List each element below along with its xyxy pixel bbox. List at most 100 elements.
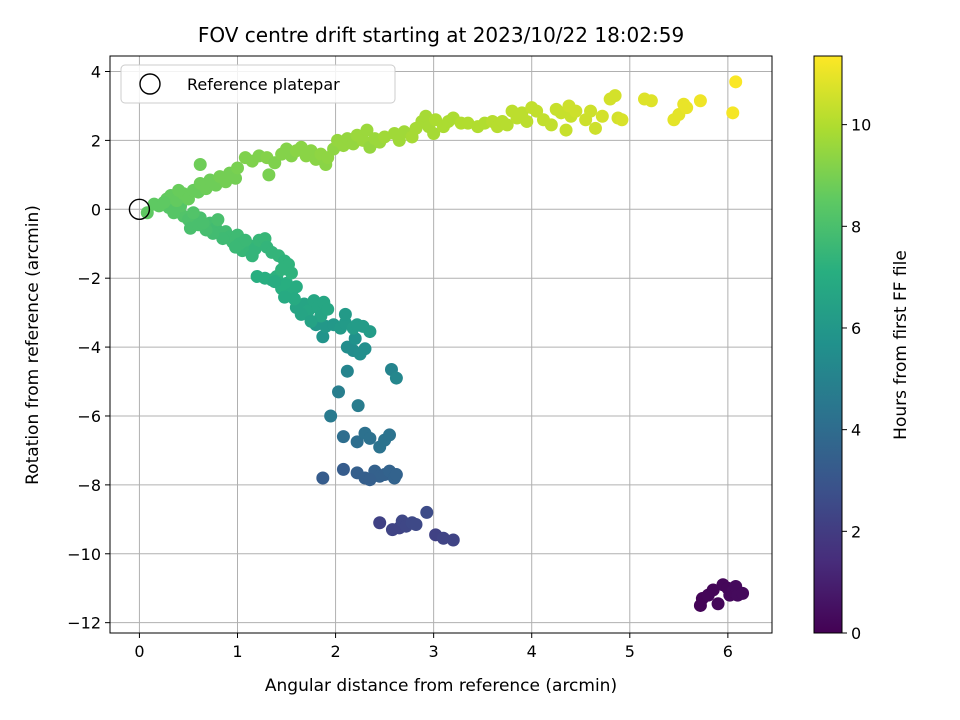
scatter-point <box>363 325 377 339</box>
x-tick-label: 2 <box>330 642 340 661</box>
scatter-point <box>419 109 433 123</box>
scatter-point <box>595 109 609 123</box>
scatter-point <box>193 158 207 172</box>
scatter-point <box>680 101 694 115</box>
x-tick-label: 5 <box>625 642 635 661</box>
y-tick-label: 2 <box>91 131 101 150</box>
scatter-point <box>284 266 298 280</box>
data-points <box>140 75 750 612</box>
scatter-point <box>216 232 230 246</box>
x-tick-label: 3 <box>429 642 439 661</box>
scatter-point <box>278 290 292 304</box>
y-tick-label: −4 <box>77 338 101 357</box>
scatter-point <box>373 516 387 530</box>
scatter-point <box>238 233 252 247</box>
scatter-point <box>350 435 364 449</box>
scatter-point <box>340 364 354 378</box>
reference-point <box>128 198 151 220</box>
scatter-point <box>436 531 450 545</box>
scatter-point <box>389 468 403 482</box>
scatter-point <box>693 94 707 108</box>
colorbar-label: Hours from first FF file <box>891 250 911 440</box>
scatter-point <box>736 586 750 600</box>
scatter-point <box>378 130 392 144</box>
scatter-point <box>211 213 225 227</box>
scatter-point <box>348 331 362 345</box>
scatter-point <box>383 428 397 442</box>
scatter-point <box>294 307 308 321</box>
scatter-point <box>304 314 318 328</box>
scatter-point <box>147 197 161 211</box>
scatter-point <box>351 399 365 413</box>
scatter-point <box>644 94 658 108</box>
scatter-point <box>196 216 210 230</box>
scatter-point <box>229 240 243 254</box>
scatter-point <box>186 206 200 220</box>
x-tick-label: 6 <box>723 642 733 661</box>
scatter-point <box>157 195 171 209</box>
scatter-point <box>230 161 244 175</box>
reference-marker <box>128 198 151 220</box>
scatter-point <box>360 123 374 137</box>
x-tick-label: 1 <box>232 642 242 661</box>
scatter-point <box>336 462 350 476</box>
y-tick-label: −2 <box>77 269 101 288</box>
scatter-point <box>615 113 629 127</box>
y-tick-label: −10 <box>67 545 101 564</box>
x-axis-label: Angular distance from reference (arcmin) <box>265 676 617 696</box>
scatter-point <box>324 409 338 423</box>
scatter-point <box>608 89 622 103</box>
colorbar-tick-label: 10 <box>851 116 871 135</box>
scatter-point <box>562 99 576 113</box>
scatter-point <box>280 276 294 290</box>
colorbar-tick-label: 6 <box>851 319 861 338</box>
legend-box <box>120 64 396 104</box>
scatter-point <box>427 127 441 141</box>
scatter-point <box>409 517 423 531</box>
scatter-point <box>520 114 534 128</box>
scatter-point <box>268 275 282 289</box>
x-tick-label: 0 <box>134 642 144 661</box>
scatter-point <box>420 505 434 519</box>
y-tick-label: −6 <box>77 407 101 426</box>
x-axis-ticks: 0 1 2 3 4 5 6 <box>134 633 733 661</box>
chart-title: FOV centre drift starting at 2023/10/22 … <box>198 23 684 47</box>
colorbar-tick-label: 8 <box>851 217 861 236</box>
y-axis-label: Rotation from reference (arcmin) <box>23 205 43 485</box>
scatter-point <box>461 116 475 130</box>
scatter-point <box>332 385 346 399</box>
scatter-point <box>559 123 573 137</box>
y-tick-label: 4 <box>91 63 101 82</box>
scatter-point <box>289 280 303 294</box>
scatter-point <box>338 307 352 321</box>
scatter-point <box>588 121 602 135</box>
x-tick-label: 4 <box>527 642 537 661</box>
plot-frame <box>109 55 773 634</box>
scatter-point <box>729 75 743 89</box>
y-tick-label: 0 <box>91 200 101 219</box>
legend-marker-reference <box>139 73 161 95</box>
scatter-point <box>262 168 276 182</box>
scatter-point <box>336 430 350 444</box>
scatter-point <box>446 533 460 547</box>
colorbar-tick-label: 4 <box>851 421 861 440</box>
grid-lines <box>110 56 772 633</box>
scatter-point <box>316 471 330 485</box>
scatter-point <box>245 249 259 263</box>
scatter-point <box>229 171 243 185</box>
y-axis-ticks: −12 −10 −8 −6 −4 −2 0 2 4 <box>67 63 110 633</box>
scatter-point <box>389 371 403 385</box>
scatter-point <box>321 302 335 316</box>
legend: Reference platepar <box>120 64 396 104</box>
scatter-point <box>172 183 186 197</box>
colorbar-ticks: 0 2 4 6 8 10 <box>842 116 871 643</box>
scatter-point <box>316 330 330 344</box>
scatter-point <box>726 106 740 120</box>
legend-entry-reference: Reference platepar <box>187 75 340 94</box>
scatter-point <box>711 597 725 611</box>
colorbar-tick-label: 0 <box>851 624 861 643</box>
scatter-point <box>287 292 301 306</box>
colorbar-tick-label: 2 <box>851 522 861 541</box>
scatter-point <box>275 263 289 277</box>
